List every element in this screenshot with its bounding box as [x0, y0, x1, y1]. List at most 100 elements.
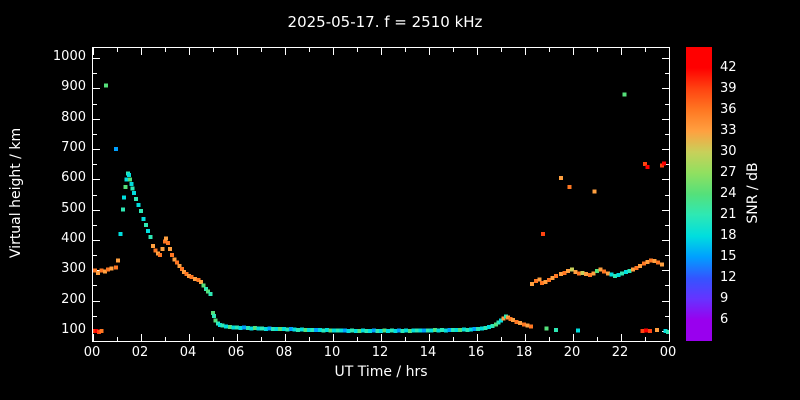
scatter-point: [211, 310, 215, 315]
scatter-point: [447, 328, 452, 333]
scatter-point: [296, 327, 301, 332]
scatter-point: [281, 327, 286, 332]
scatter-point: [656, 260, 661, 265]
xtick-label: 02: [131, 345, 149, 360]
scatter-point: [213, 318, 218, 323]
scatter-point: [94, 329, 99, 333]
scatter-point: [659, 163, 664, 168]
cbtick-label: 12: [720, 270, 737, 285]
scatter-point: [550, 275, 555, 280]
xtick-label: 16: [467, 345, 485, 360]
scatter-point: [567, 184, 572, 189]
scatter-point: [113, 265, 118, 270]
scatter-point: [511, 318, 515, 323]
scatter-point: [139, 209, 143, 214]
scatter-point: [620, 271, 625, 276]
scatter-point: [407, 329, 412, 333]
scatter-point: [170, 253, 175, 258]
scatter-point: [238, 326, 243, 330]
scatter-point: [440, 328, 445, 333]
cbtick-label: 6: [720, 312, 729, 327]
scatter-point: [496, 320, 501, 325]
scatter-point: [172, 257, 177, 262]
xtick-label: 10: [323, 345, 341, 360]
xtick-label: 08: [275, 345, 293, 360]
ytick-label: 500: [61, 200, 86, 216]
cbtick-label: 24: [720, 186, 737, 201]
scatter-point: [503, 314, 508, 319]
scatter-point: [393, 329, 398, 333]
xtick-label: 06: [227, 345, 245, 360]
scatter-point: [634, 265, 639, 270]
scatter-point: [208, 292, 213, 296]
scatter-point: [189, 275, 194, 279]
scatter-point: [196, 278, 201, 282]
scatter-point: [479, 326, 484, 331]
scatter-point: [97, 330, 101, 335]
colorbar-label: SNR / dB: [745, 162, 761, 224]
scatter-point: [177, 263, 182, 268]
scatter-point: [127, 172, 131, 177]
scatter-point: [167, 247, 172, 252]
scatter-point: [663, 329, 668, 333]
scatter-point: [131, 191, 136, 195]
scatter-point: [598, 267, 603, 272]
scatter-point: [562, 270, 567, 275]
scatter-point: [193, 276, 197, 281]
scatter-point: [227, 325, 232, 329]
scatter-point: [514, 319, 519, 324]
scatter-point: [267, 326, 272, 331]
scatter-point: [645, 259, 650, 264]
scatter-point: [573, 269, 578, 274]
scatter-point: [429, 328, 434, 333]
scatter-point: [335, 328, 340, 333]
scatter-point: [99, 268, 104, 273]
scatter-point: [665, 329, 669, 334]
scatter-point: [605, 271, 610, 276]
scatter-point: [499, 318, 503, 323]
cbtick-label: 39: [720, 81, 737, 96]
scatter-point: [285, 327, 290, 332]
scatter-point: [543, 279, 548, 284]
scatter-point: [375, 329, 380, 333]
scatter-point: [128, 177, 133, 182]
scatter-point: [655, 328, 659, 333]
scatter-point: [591, 271, 596, 276]
scatter-point: [386, 329, 391, 333]
scatter-point: [307, 327, 311, 332]
ytick-label: 1000: [52, 49, 86, 64]
scatter-point: [566, 268, 571, 273]
scatter-point: [289, 327, 293, 332]
plot-area: [92, 47, 670, 342]
scatter-point: [436, 328, 441, 333]
ytick-label: 100: [61, 321, 86, 337]
scatter-point: [231, 325, 236, 330]
scatter-point: [123, 184, 128, 189]
scatter-point: [278, 326, 283, 331]
cbtick-label: 9: [720, 291, 729, 306]
scatter-point: [175, 260, 179, 265]
scatter-point: [537, 277, 542, 282]
ytick-label: 700: [61, 140, 86, 155]
scatter-point: [506, 315, 511, 320]
scatter-point: [235, 325, 239, 330]
scatter-point: [483, 326, 488, 330]
scatter-point: [220, 323, 225, 328]
cbtick-label: 33: [720, 123, 737, 138]
scatter-point: [160, 247, 165, 252]
scatter-point: [271, 326, 275, 331]
scatter-point: [260, 326, 265, 331]
scatter-point: [382, 328, 387, 333]
ytick-label: 900: [61, 79, 86, 95]
scatter-point: [389, 328, 394, 333]
scatter-point: [425, 328, 430, 333]
scatter-point: [647, 329, 652, 333]
scatter-point: [404, 328, 409, 333]
scatter-point: [476, 326, 481, 331]
colorbar: [686, 47, 712, 341]
scatter-point: [179, 266, 184, 271]
scatter-point: [164, 236, 169, 241]
scatter-point: [165, 241, 170, 245]
scatter-point: [595, 268, 599, 273]
